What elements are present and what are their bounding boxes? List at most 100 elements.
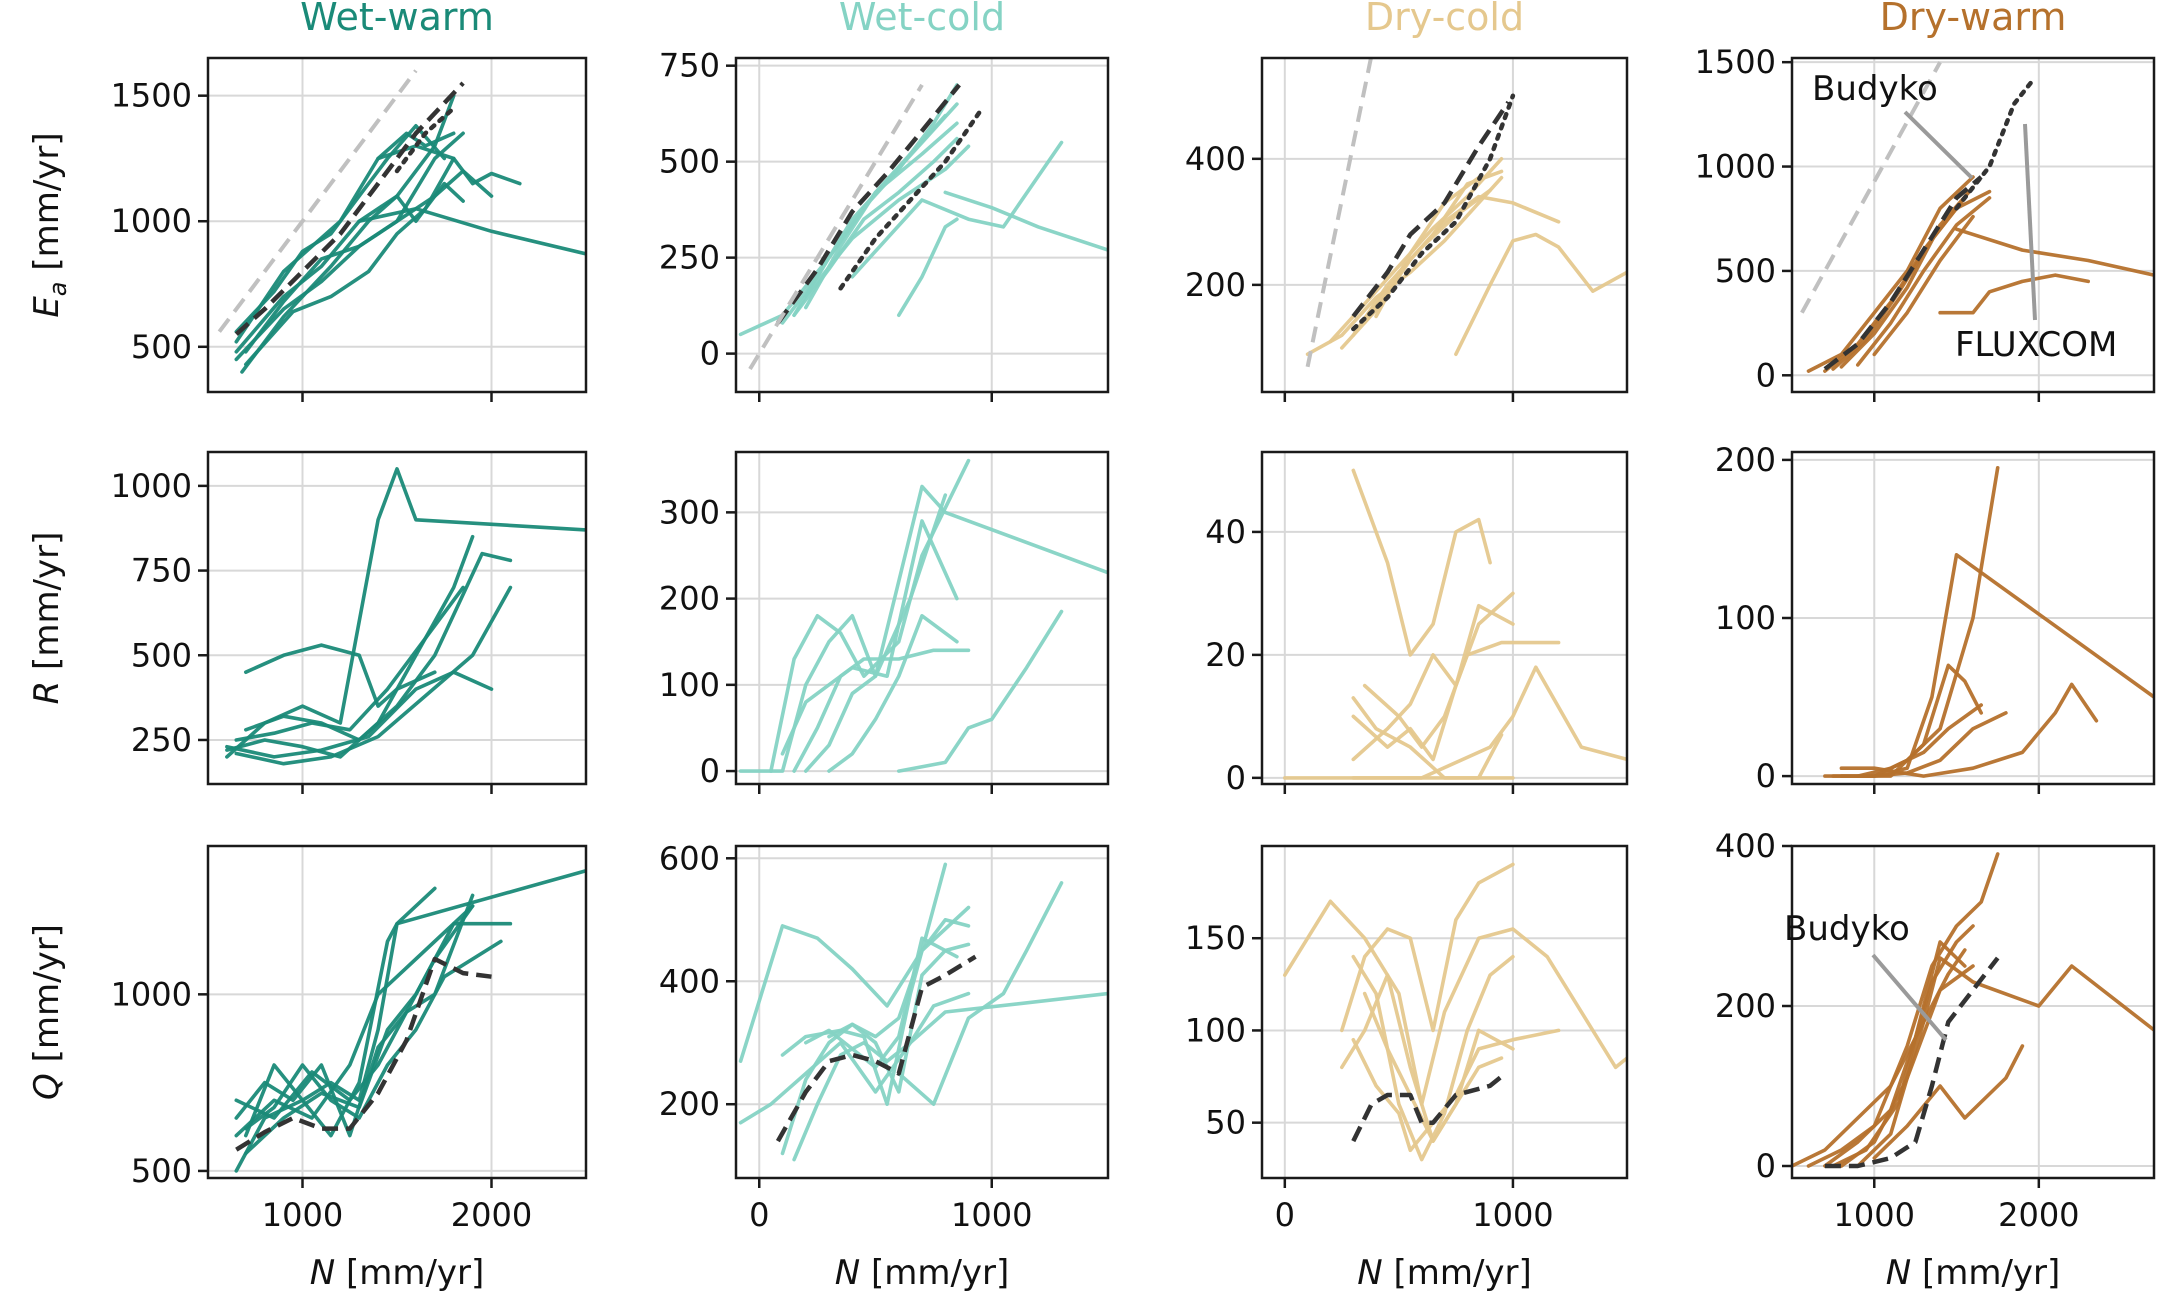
y-tick-label: 200 — [1715, 987, 1776, 1025]
gridlines — [208, 846, 586, 1178]
series-line-3 — [1351, 954, 1515, 1162]
annotations: Budyko FLUXCOM Budyko — [1784, 69, 2117, 1042]
series-line-3 — [1839, 185, 1975, 369]
y-tick-label: 0 — [1756, 356, 1776, 394]
series-line-5 — [244, 921, 513, 1156]
series-line-2 — [780, 519, 959, 756]
y-tick-label: 750 — [131, 552, 192, 590]
column-title-dry-warm: Dry-warm — [1880, 0, 2067, 39]
budyko-dashed-line — [1351, 100, 1511, 318]
series-line-7 — [1938, 273, 2090, 315]
y-tick-label: 500 — [131, 328, 192, 366]
series-line-6 — [1872, 1044, 2025, 1160]
series-line-4 — [804, 493, 948, 773]
y-tick-label: 100 — [1715, 599, 1776, 637]
panel-r0-c2: 200 400 — [1185, 56, 1629, 402]
budyko-dashed-line — [1824, 956, 2000, 1169]
series-line-4 — [234, 124, 447, 334]
series-group — [1823, 466, 2154, 778]
y-tick-label: 1000 — [111, 975, 192, 1013]
y-tick-label: 1000 — [1695, 148, 1776, 186]
x-tick-label: 0 — [749, 1196, 769, 1234]
y-tick-label: 20 — [1205, 636, 1246, 674]
series-line-4 — [1351, 591, 1515, 762]
y-tick-label: 600 — [659, 839, 720, 877]
budyko-dashed-line — [1823, 175, 1983, 371]
series-line-5 — [804, 144, 971, 298]
series-line-8 — [943, 190, 1108, 252]
series-group — [738, 83, 1108, 371]
y-axis-label: R [mm/yr] — [27, 532, 67, 705]
series-line-5 — [1856, 948, 1967, 1168]
y-tick-label: 1500 — [111, 77, 192, 115]
axes-frame — [734, 56, 1110, 394]
series-line-1 — [769, 458, 971, 773]
series-group — [1305, 58, 1627, 368]
panel-r1-c0: 250 500 750 1000 R [mm/yr] — [27, 450, 588, 794]
annotation-leader-line — [1871, 953, 1948, 1042]
series-line-3 — [244, 939, 503, 1131]
annotation-leader-line — [2023, 123, 2037, 321]
axes-frame — [1260, 56, 1629, 394]
series-line-4 — [244, 551, 513, 742]
y-tick-label: 100 — [659, 666, 720, 704]
series-group — [1283, 468, 1627, 780]
series-line-5 — [1351, 603, 1515, 762]
column-title-wet-cold: Wet-cold — [839, 0, 1005, 39]
axes-frame — [734, 450, 1110, 786]
x-tick-label: 1000 — [262, 1196, 343, 1234]
x-axis-label: N [mm/yr] — [310, 1253, 485, 1293]
y-tick-label: 0 — [1756, 1147, 1776, 1185]
series-line-4 — [792, 991, 971, 1162]
series-line-6 — [234, 169, 494, 362]
series-line-6 — [897, 609, 1064, 773]
x-axis-label: N [mm/yr] — [1886, 1253, 2061, 1293]
x-tick-label: 1000 — [951, 1196, 1032, 1234]
series-line-5 — [1839, 682, 2099, 778]
y-tick-label: 500 — [1715, 252, 1776, 290]
series-line-3 — [234, 585, 465, 742]
series-line-4 — [234, 893, 475, 1120]
y-tick-label: 1500 — [1695, 43, 1776, 81]
series-line-0 — [1283, 899, 1627, 1106]
series-line-1 — [1806, 852, 2000, 1168]
annotation-leader-line — [1903, 110, 1974, 180]
series-line-3 — [792, 648, 971, 773]
budyko-dashed-line — [235, 956, 492, 1152]
panel-r0-c0: 500 1000 1500 Ea [mm/yr] — [27, 56, 588, 402]
y-tick-label: 200 — [1715, 441, 1776, 479]
gridlines — [1262, 58, 1627, 392]
axes-frame — [1790, 56, 2156, 394]
series-line-0 — [1305, 175, 1504, 356]
panel-r2-c1: 200 400 600 0 1000 N [mm/yr] — [659, 839, 1110, 1293]
y-tick-label: 500 — [659, 143, 720, 181]
series-line-4 — [1872, 711, 2008, 778]
series-line-6 — [1454, 232, 1627, 356]
panel-r2-c0: 500 1000 1000 2000 N [mm/yr] Q [mm/yr] — [27, 844, 588, 1293]
series-line-6 — [827, 942, 971, 1094]
fluxcom-dotted-line — [1954, 80, 2033, 211]
axes-frame — [1790, 844, 2156, 1180]
x-tick-label: 1000 — [1472, 1196, 1553, 1234]
x-tick-label: 0 — [1275, 1196, 1295, 1234]
annotation-label-budyko: Budyko — [1812, 69, 1938, 109]
budyko-dashed-line — [234, 81, 465, 336]
series-line-6 — [1954, 227, 2154, 277]
column-title-dry-cold: Dry-cold — [1365, 0, 1524, 39]
series-line-3 — [1362, 640, 1561, 749]
series-line-5 — [1362, 991, 1504, 1143]
series-group — [217, 69, 586, 374]
y-tick-label: 50 — [1205, 1104, 1246, 1142]
panel-r2-c3: 0 200 400 1000 2000 N [mm/yr] — [1715, 827, 2156, 1293]
y-tick-label: 40 — [1205, 513, 1246, 551]
series-line-0 — [738, 484, 1108, 773]
column-title-wet-warm: Wet-warm — [300, 0, 494, 39]
panel-r1-c3: 0 100 200 — [1715, 441, 2156, 795]
one-to-one-line — [217, 69, 418, 333]
y-tick-label: 200 — [659, 1085, 720, 1123]
annotation-label-fluxcom: FLUXCOM — [1955, 325, 2117, 365]
y-tick-label: 400 — [1715, 827, 1776, 865]
y-tick-label: 100 — [1185, 1011, 1246, 1049]
